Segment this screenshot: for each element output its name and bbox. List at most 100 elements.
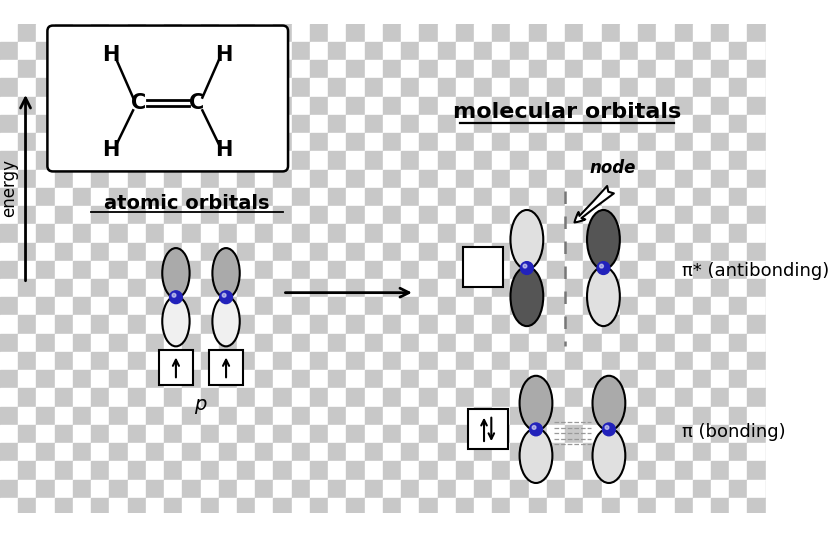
Bar: [438, 151, 456, 170]
Bar: [365, 224, 383, 243]
Bar: [55, 480, 73, 498]
Bar: [401, 42, 419, 60]
Bar: [36, 24, 55, 42]
Bar: [274, 407, 291, 425]
Bar: [492, 97, 511, 115]
Bar: [766, 151, 784, 170]
Bar: [638, 370, 656, 388]
Bar: [146, 206, 164, 224]
Bar: [638, 388, 656, 407]
Bar: [729, 97, 748, 115]
Bar: [18, 297, 36, 315]
Bar: [711, 151, 729, 170]
Bar: [182, 115, 201, 133]
Bar: [528, 461, 547, 480]
Bar: [164, 279, 182, 297]
Bar: [128, 279, 146, 297]
Bar: [18, 498, 36, 516]
Ellipse shape: [162, 296, 190, 346]
Bar: [601, 443, 620, 461]
Bar: [638, 333, 656, 352]
Bar: [310, 224, 328, 243]
Bar: [729, 333, 748, 352]
Bar: [711, 279, 729, 297]
Bar: [766, 279, 784, 297]
Bar: [18, 407, 36, 425]
Bar: [291, 115, 310, 133]
Bar: [291, 425, 310, 443]
Bar: [201, 42, 218, 60]
Bar: [328, 388, 346, 407]
Bar: [784, 224, 802, 243]
Bar: [474, 188, 492, 206]
Bar: [438, 352, 456, 370]
Bar: [620, 170, 638, 188]
Bar: [693, 24, 711, 42]
Bar: [218, 206, 237, 224]
Text: π* (antibonding): π* (antibonding): [682, 262, 829, 280]
Bar: [182, 224, 201, 243]
Bar: [365, 425, 383, 443]
Bar: [419, 370, 438, 388]
Bar: [237, 170, 255, 188]
Bar: [601, 170, 620, 188]
Bar: [620, 333, 638, 352]
Bar: [401, 425, 419, 443]
Bar: [255, 279, 274, 297]
Bar: [109, 498, 128, 516]
Bar: [0, 388, 18, 407]
Bar: [182, 443, 201, 461]
Bar: [693, 370, 711, 388]
Bar: [401, 133, 419, 151]
Ellipse shape: [520, 376, 553, 431]
Bar: [146, 407, 164, 425]
Bar: [55, 315, 73, 333]
Bar: [0, 297, 18, 315]
Bar: [438, 78, 456, 97]
Bar: [547, 115, 565, 133]
Bar: [291, 97, 310, 115]
Bar: [201, 498, 218, 516]
Bar: [675, 42, 693, 60]
Bar: [620, 498, 638, 516]
Bar: [401, 279, 419, 297]
Bar: [128, 480, 146, 498]
Bar: [601, 261, 620, 279]
Bar: [784, 115, 802, 133]
Bar: [492, 133, 511, 151]
Ellipse shape: [511, 267, 543, 326]
Bar: [310, 151, 328, 170]
Bar: [456, 297, 474, 315]
Bar: [656, 315, 675, 333]
Bar: [55, 188, 73, 206]
Bar: [92, 388, 109, 407]
Bar: [291, 243, 310, 261]
Bar: [638, 206, 656, 224]
Bar: [620, 480, 638, 498]
Bar: [255, 370, 274, 388]
Bar: [182, 370, 201, 388]
Bar: [401, 78, 419, 97]
Bar: [92, 78, 109, 97]
Bar: [474, 115, 492, 133]
Bar: [656, 388, 675, 407]
Bar: [492, 24, 511, 42]
Bar: [565, 352, 584, 370]
Bar: [109, 370, 128, 388]
Bar: [438, 133, 456, 151]
Circle shape: [170, 291, 182, 303]
Bar: [128, 261, 146, 279]
Bar: [274, 42, 291, 60]
Bar: [310, 243, 328, 261]
Circle shape: [523, 264, 527, 268]
Bar: [346, 78, 365, 97]
Bar: [584, 42, 601, 60]
Ellipse shape: [213, 296, 239, 346]
Bar: [255, 115, 274, 133]
Bar: [511, 261, 528, 279]
Bar: [146, 297, 164, 315]
Bar: [784, 24, 802, 42]
Bar: [0, 279, 18, 297]
Bar: [784, 297, 802, 315]
Bar: [128, 333, 146, 352]
